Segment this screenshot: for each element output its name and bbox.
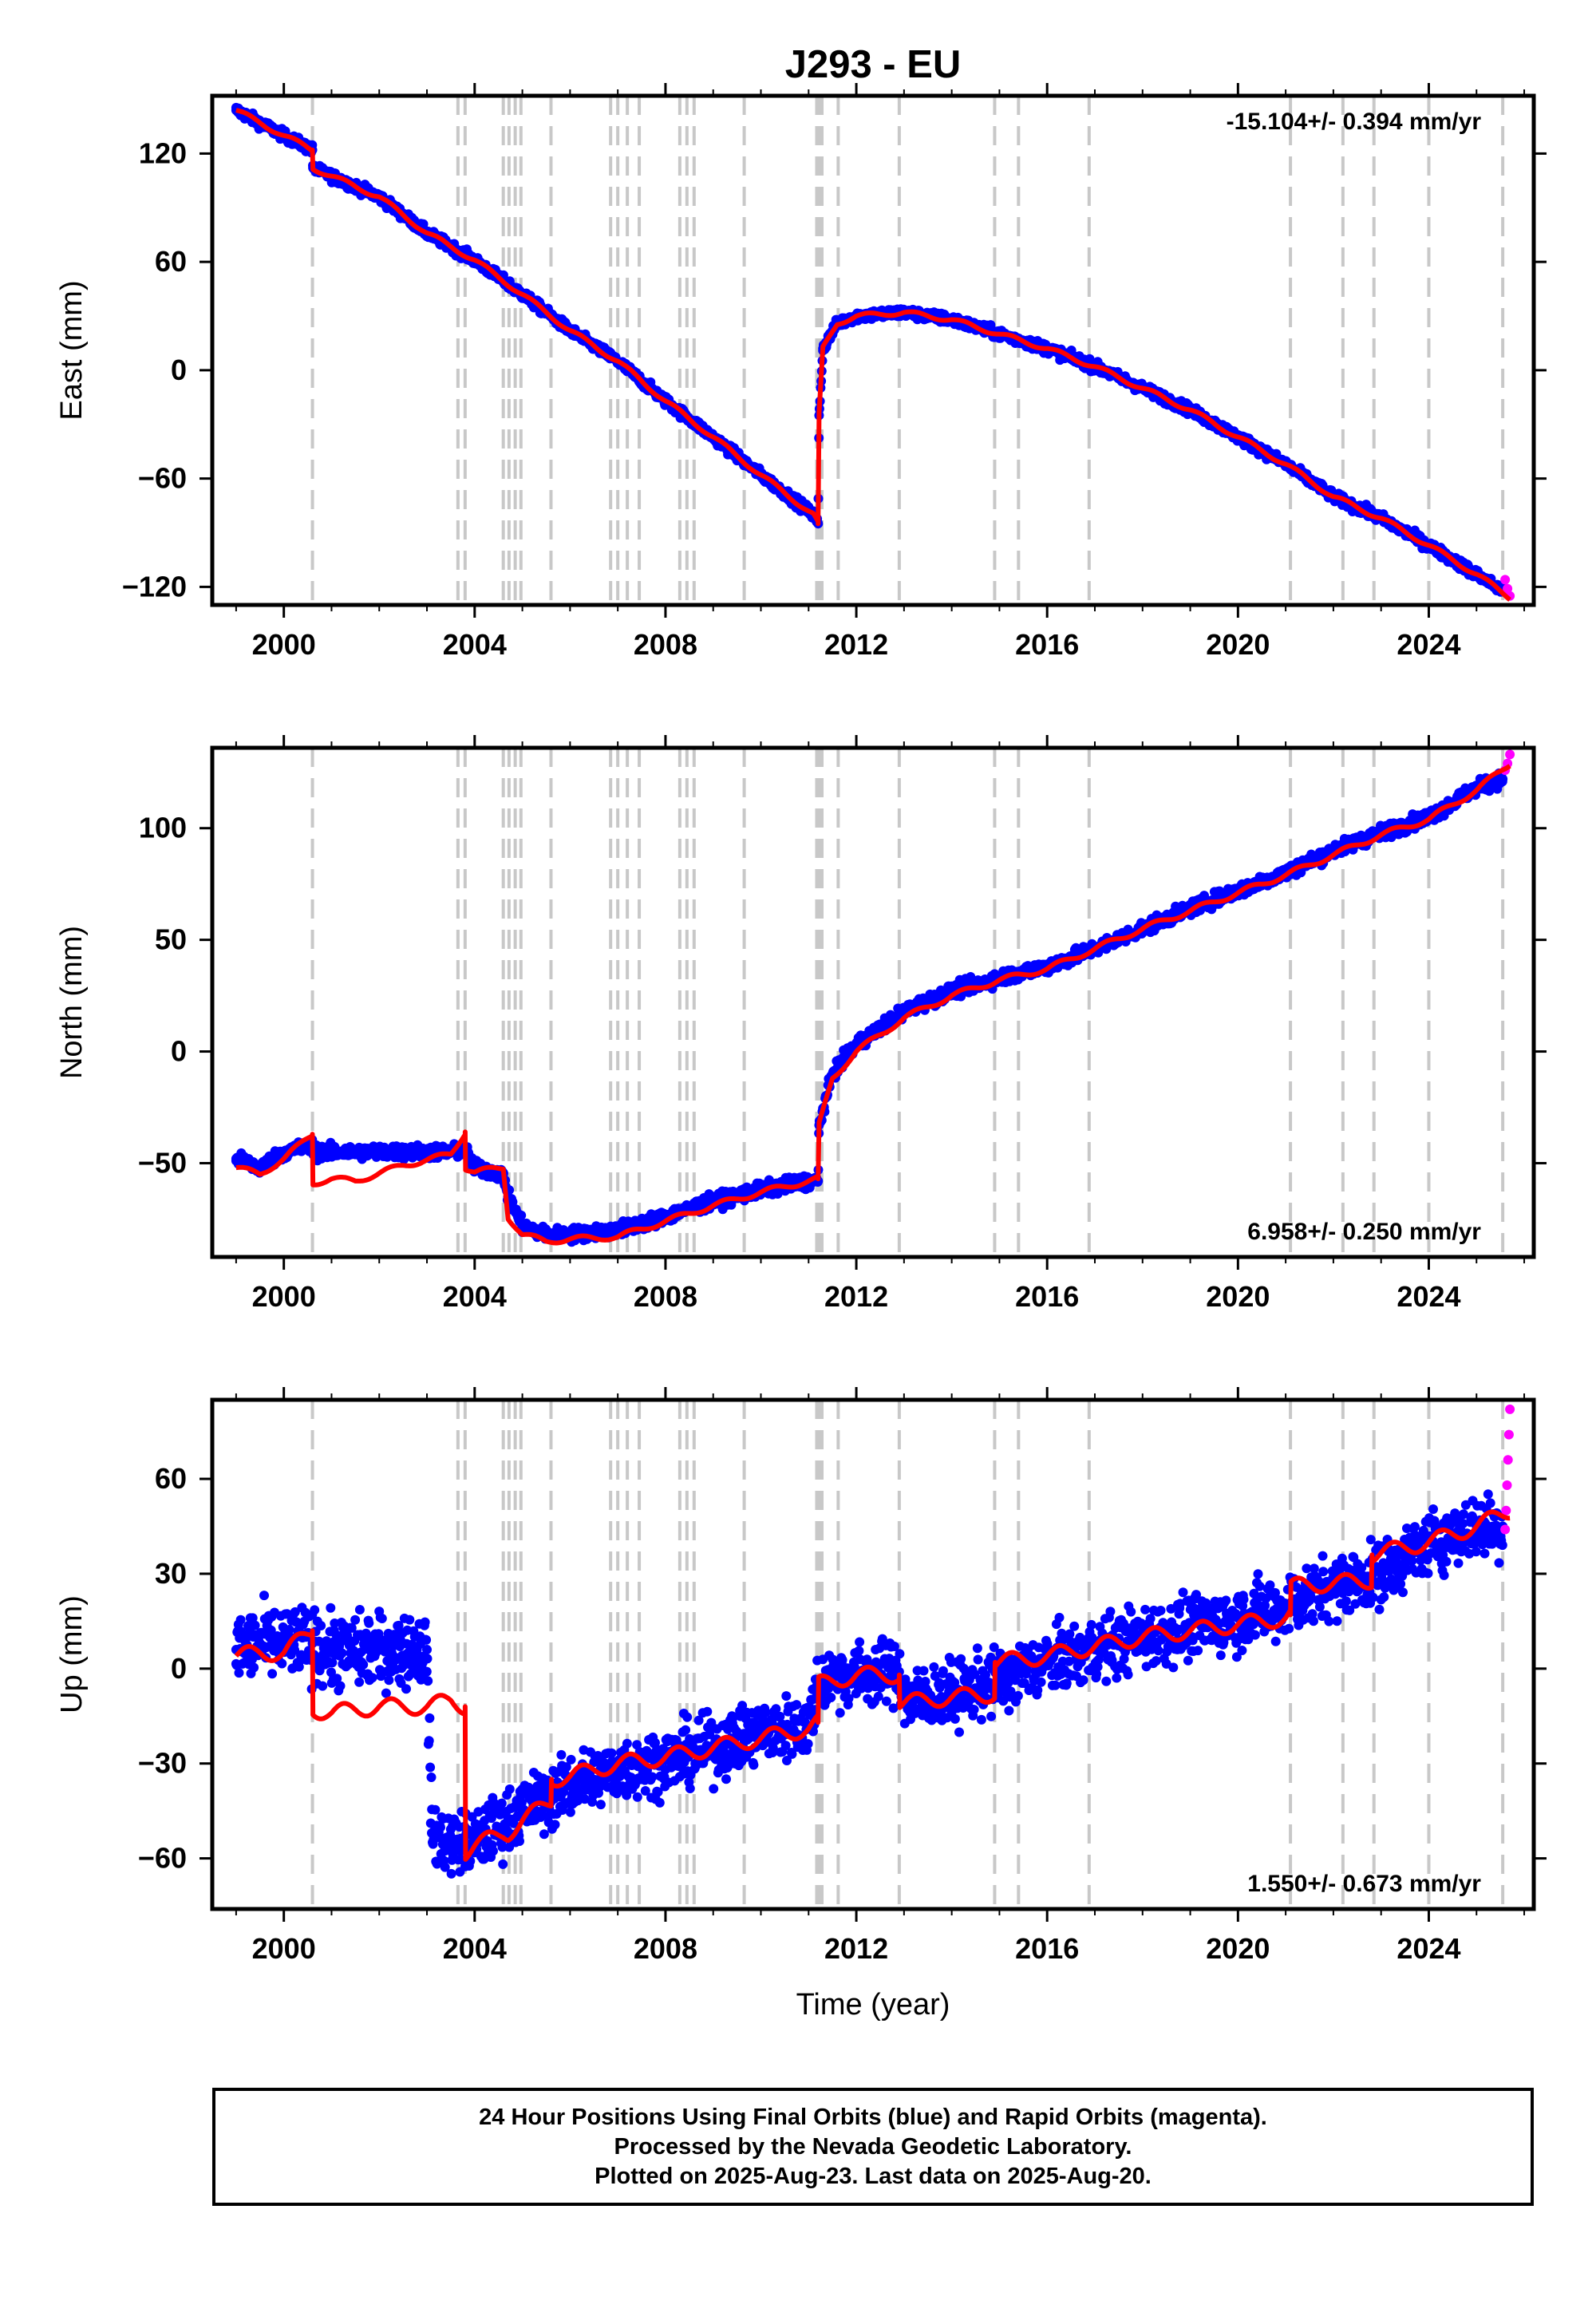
y-tick-label: −50 xyxy=(138,1146,187,1179)
final-orbit-point xyxy=(316,1621,326,1630)
panel-frame xyxy=(210,93,1536,607)
y-tick-label: −60 xyxy=(138,462,187,495)
rapid-orbit-point xyxy=(1503,583,1513,594)
final-orbit-point xyxy=(346,1622,357,1633)
y-axis-label: North (mm) xyxy=(55,926,89,1079)
x-tick-label: 2008 xyxy=(634,628,697,661)
rapid-orbit-point xyxy=(1503,758,1513,769)
final-orbit-point xyxy=(516,1210,527,1220)
final-orbit-point xyxy=(277,1658,287,1669)
final-orbit-point xyxy=(541,1230,551,1240)
final-orbit-point xyxy=(332,1674,342,1684)
model-line xyxy=(235,108,1511,602)
final-orbit-point xyxy=(250,1620,260,1630)
plot-area xyxy=(212,748,1534,1257)
x-tick-label: 2012 xyxy=(824,628,888,661)
x-tick-label: 2004 xyxy=(443,628,507,661)
final-orbit-point xyxy=(327,1658,338,1668)
final-orbit-point xyxy=(337,1648,347,1658)
plot-marks xyxy=(231,102,1515,602)
y-tick-label: 100 xyxy=(139,812,187,844)
x-tick-label: 2016 xyxy=(1015,628,1079,661)
final-orbit-point xyxy=(249,1662,259,1673)
final-orbit-point xyxy=(266,1625,276,1635)
rapid-orbit-point xyxy=(1500,575,1511,585)
x-tick-label: 2020 xyxy=(1206,628,1270,661)
x-tick-label: 2020 xyxy=(1206,1280,1270,1313)
y-tick-label: 0 xyxy=(171,354,187,386)
final-orbit-point xyxy=(284,1625,294,1634)
panel-frame xyxy=(210,745,1536,1259)
final-orbit-point xyxy=(231,1153,241,1164)
x-tick-label: 2004 xyxy=(443,1280,507,1313)
final-orbit-point xyxy=(326,1603,336,1613)
x-tick-label: 2024 xyxy=(1396,1280,1460,1313)
x-tick-label: 2016 xyxy=(1015,1280,1079,1313)
rapid-orbit-point xyxy=(1505,749,1515,760)
final-orbit-point xyxy=(290,1645,300,1655)
plot-marks xyxy=(231,749,1515,1247)
final-orbit-point xyxy=(235,1614,246,1625)
y-axis-label: East (mm) xyxy=(55,280,89,420)
panel-east: −120 −60 0 60 120 2000 2004 2008 2012 2016 2020 202… xyxy=(55,83,1547,661)
x-tick-label: 2008 xyxy=(634,1280,697,1313)
y-tick-label: 120 xyxy=(139,136,187,169)
final-orbit-point xyxy=(267,1669,278,1679)
x-tick-label: 2000 xyxy=(252,1280,316,1313)
panel-north: −50 0 50 100 2000 2004 2008 2012 2016 2020 2024 Nor… xyxy=(55,735,1547,1313)
final-orbit-point xyxy=(247,1613,258,1623)
final-orbit-point xyxy=(310,1605,320,1615)
final-orbit-point xyxy=(335,1681,346,1691)
final-orbit-point xyxy=(1498,774,1508,785)
model-line xyxy=(235,764,1511,1246)
y-tick-label: 50 xyxy=(155,923,187,956)
final-orbit-point xyxy=(350,1147,361,1157)
rate-annotation: -15.104+/- 0.394 mm/yr xyxy=(1227,109,1482,135)
final-orbit-point xyxy=(259,1591,269,1601)
final-orbit-point xyxy=(318,1681,328,1691)
final-orbit-point xyxy=(294,1662,304,1672)
y-tick-label: 0 xyxy=(171,1035,187,1068)
plot-marks xyxy=(231,1404,1515,1879)
x-tick-label: 2024 xyxy=(1396,628,1460,661)
y-tick-label: −120 xyxy=(122,570,187,603)
plot-area xyxy=(212,96,1534,605)
final-orbit-point xyxy=(331,1630,342,1640)
rate-annotation: 6.958+/- 0.250 mm/yr xyxy=(1247,1219,1481,1245)
x-tick-label: 2012 xyxy=(824,1280,888,1313)
x-tick-label: 2000 xyxy=(252,628,316,661)
final-orbit-point xyxy=(398,1147,409,1157)
y-tick-label: 60 xyxy=(155,245,187,278)
final-orbit-point xyxy=(234,1668,244,1678)
final-orbit-point xyxy=(290,1607,300,1617)
final-orbit-point xyxy=(517,1220,527,1231)
